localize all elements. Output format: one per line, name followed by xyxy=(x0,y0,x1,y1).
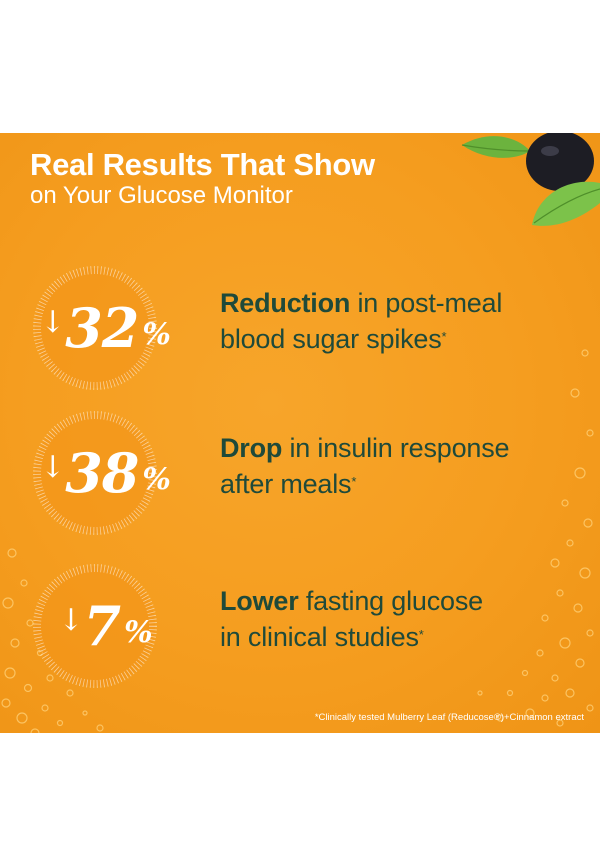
stat-3-dial: ↓ 7 % xyxy=(30,561,160,691)
down-arrow-icon: ↓ xyxy=(58,602,83,638)
stat-row-2: ↓ 38 % Drop in insulin response after me… xyxy=(0,408,600,538)
page-title: Real Results That Show xyxy=(30,147,375,182)
stat-row-1: ↓ 32 % Reduction in post-meal blood suga… xyxy=(0,263,600,393)
page-subtitle: on Your Glucose Monitor xyxy=(30,182,293,209)
stat-1-number: 32 xyxy=(65,296,139,360)
stat-2-dial: ↓ 38 % xyxy=(30,408,171,538)
stat-3-line1: fasting glucose xyxy=(298,586,483,616)
stat-1-description: Reduction in post-meal blood sugar spike… xyxy=(220,285,580,357)
stat-1-value: ↓ 32 % xyxy=(30,263,180,393)
stat-2-value: ↓ 38 % xyxy=(30,408,180,538)
stat-3-unit: % xyxy=(124,614,152,650)
stat-3-highlight: Lower xyxy=(220,586,299,616)
stat-3-description: Lower fasting glucose in clinical studie… xyxy=(220,583,580,655)
stat-2-unit: % xyxy=(142,461,170,497)
dial-ring-icon xyxy=(33,564,157,688)
stat-1-highlight: Reduction xyxy=(220,288,351,318)
dial-ring-icon xyxy=(33,411,157,535)
stat-1-line1: in post-meal xyxy=(350,288,503,318)
stat-1-unit: % xyxy=(142,316,170,352)
down-arrow-icon: ↓ xyxy=(40,304,65,340)
stat-2-highlight: Drop xyxy=(220,433,283,463)
down-arrow-icon: ↓ xyxy=(40,449,65,485)
stat-3-footnote-mark: * xyxy=(418,627,424,642)
stat-1-footnote-mark: * xyxy=(441,329,447,344)
stat-2-line1: in insulin response xyxy=(282,433,510,463)
stat-2-footnote-mark: * xyxy=(351,474,357,489)
stat-1-line2: blood sugar spikes xyxy=(220,324,442,354)
stat-3-line2: in clinical studies xyxy=(220,622,419,652)
stat-row-3: ↓ 7 % Lower fasting glucose in clinical … xyxy=(0,561,600,691)
olive-and-leaves-illustration xyxy=(461,133,600,226)
footnote: *Clinically tested Mulberry Leaf (Reduco… xyxy=(314,712,584,723)
stat-3-number: 7 xyxy=(83,594,122,658)
stat-2-description: Drop in insulin response after meals* xyxy=(220,430,580,502)
dial-ring-icon xyxy=(33,266,157,390)
stat-3-value: ↓ 7 % xyxy=(30,561,180,691)
stat-2-line2: after meals xyxy=(220,469,352,499)
stat-2-number: 38 xyxy=(65,441,139,505)
stat-1-dial: ↓ 32 % xyxy=(30,263,171,393)
results-panel: Real Results That Show on Your Glucose M… xyxy=(0,133,600,733)
